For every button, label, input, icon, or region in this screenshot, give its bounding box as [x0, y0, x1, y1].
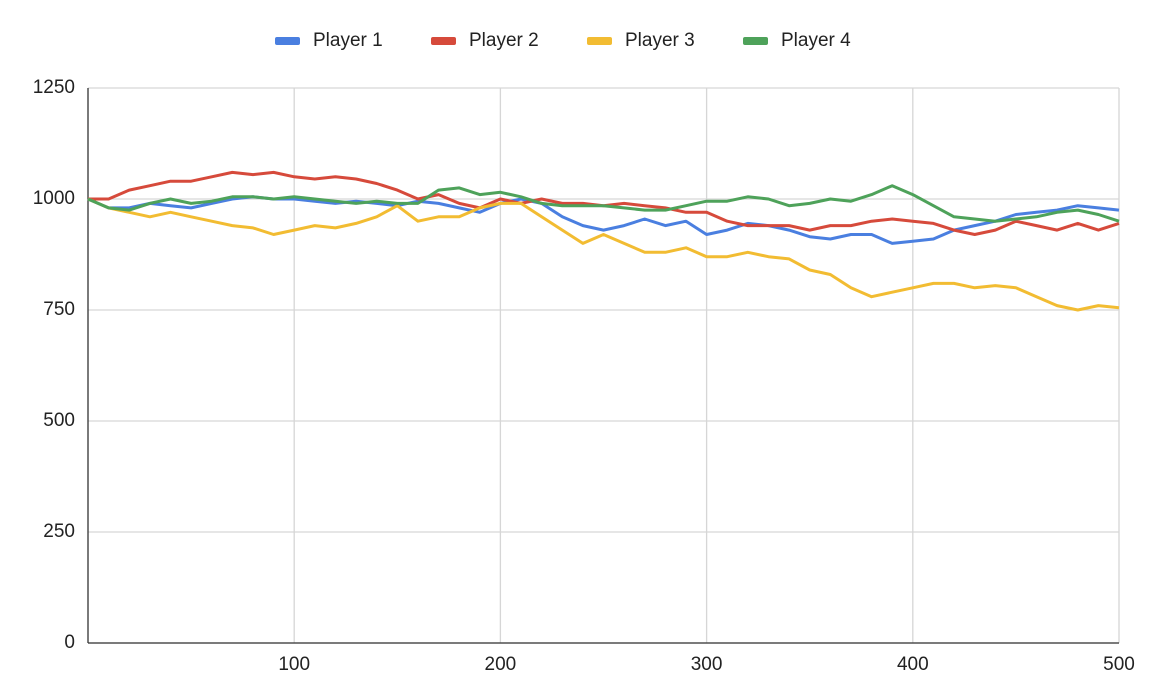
- y-tick-label: 1250: [33, 77, 75, 98]
- series-line: [87, 184, 1120, 223]
- y-tick-label: 250: [43, 521, 75, 542]
- x-tick-label: 300: [691, 654, 723, 675]
- y-tick-label: 0: [64, 632, 75, 653]
- x-tick-label: 100: [278, 654, 310, 675]
- legend-swatch: [275, 37, 300, 45]
- legend-swatch: [587, 37, 612, 45]
- x-tick-label: 200: [485, 654, 517, 675]
- series-line: [88, 170, 1120, 236]
- series-line: [87, 197, 1120, 312]
- y-tick-label: 500: [43, 410, 75, 431]
- legend-label: Player 3: [625, 30, 695, 51]
- x-tick-label: 500: [1103, 654, 1135, 675]
- y-tick-label: 1000: [33, 188, 75, 209]
- series-line: [87, 195, 1120, 245]
- y-tick-label: 750: [43, 299, 75, 320]
- legend-swatch: [431, 37, 456, 45]
- legend-label: Player 1: [313, 30, 383, 51]
- legend-swatch: [743, 37, 768, 45]
- x-tick-label: 400: [897, 654, 929, 675]
- legend-label: Player 4: [781, 30, 851, 51]
- legend-label: Player 2: [469, 30, 539, 51]
